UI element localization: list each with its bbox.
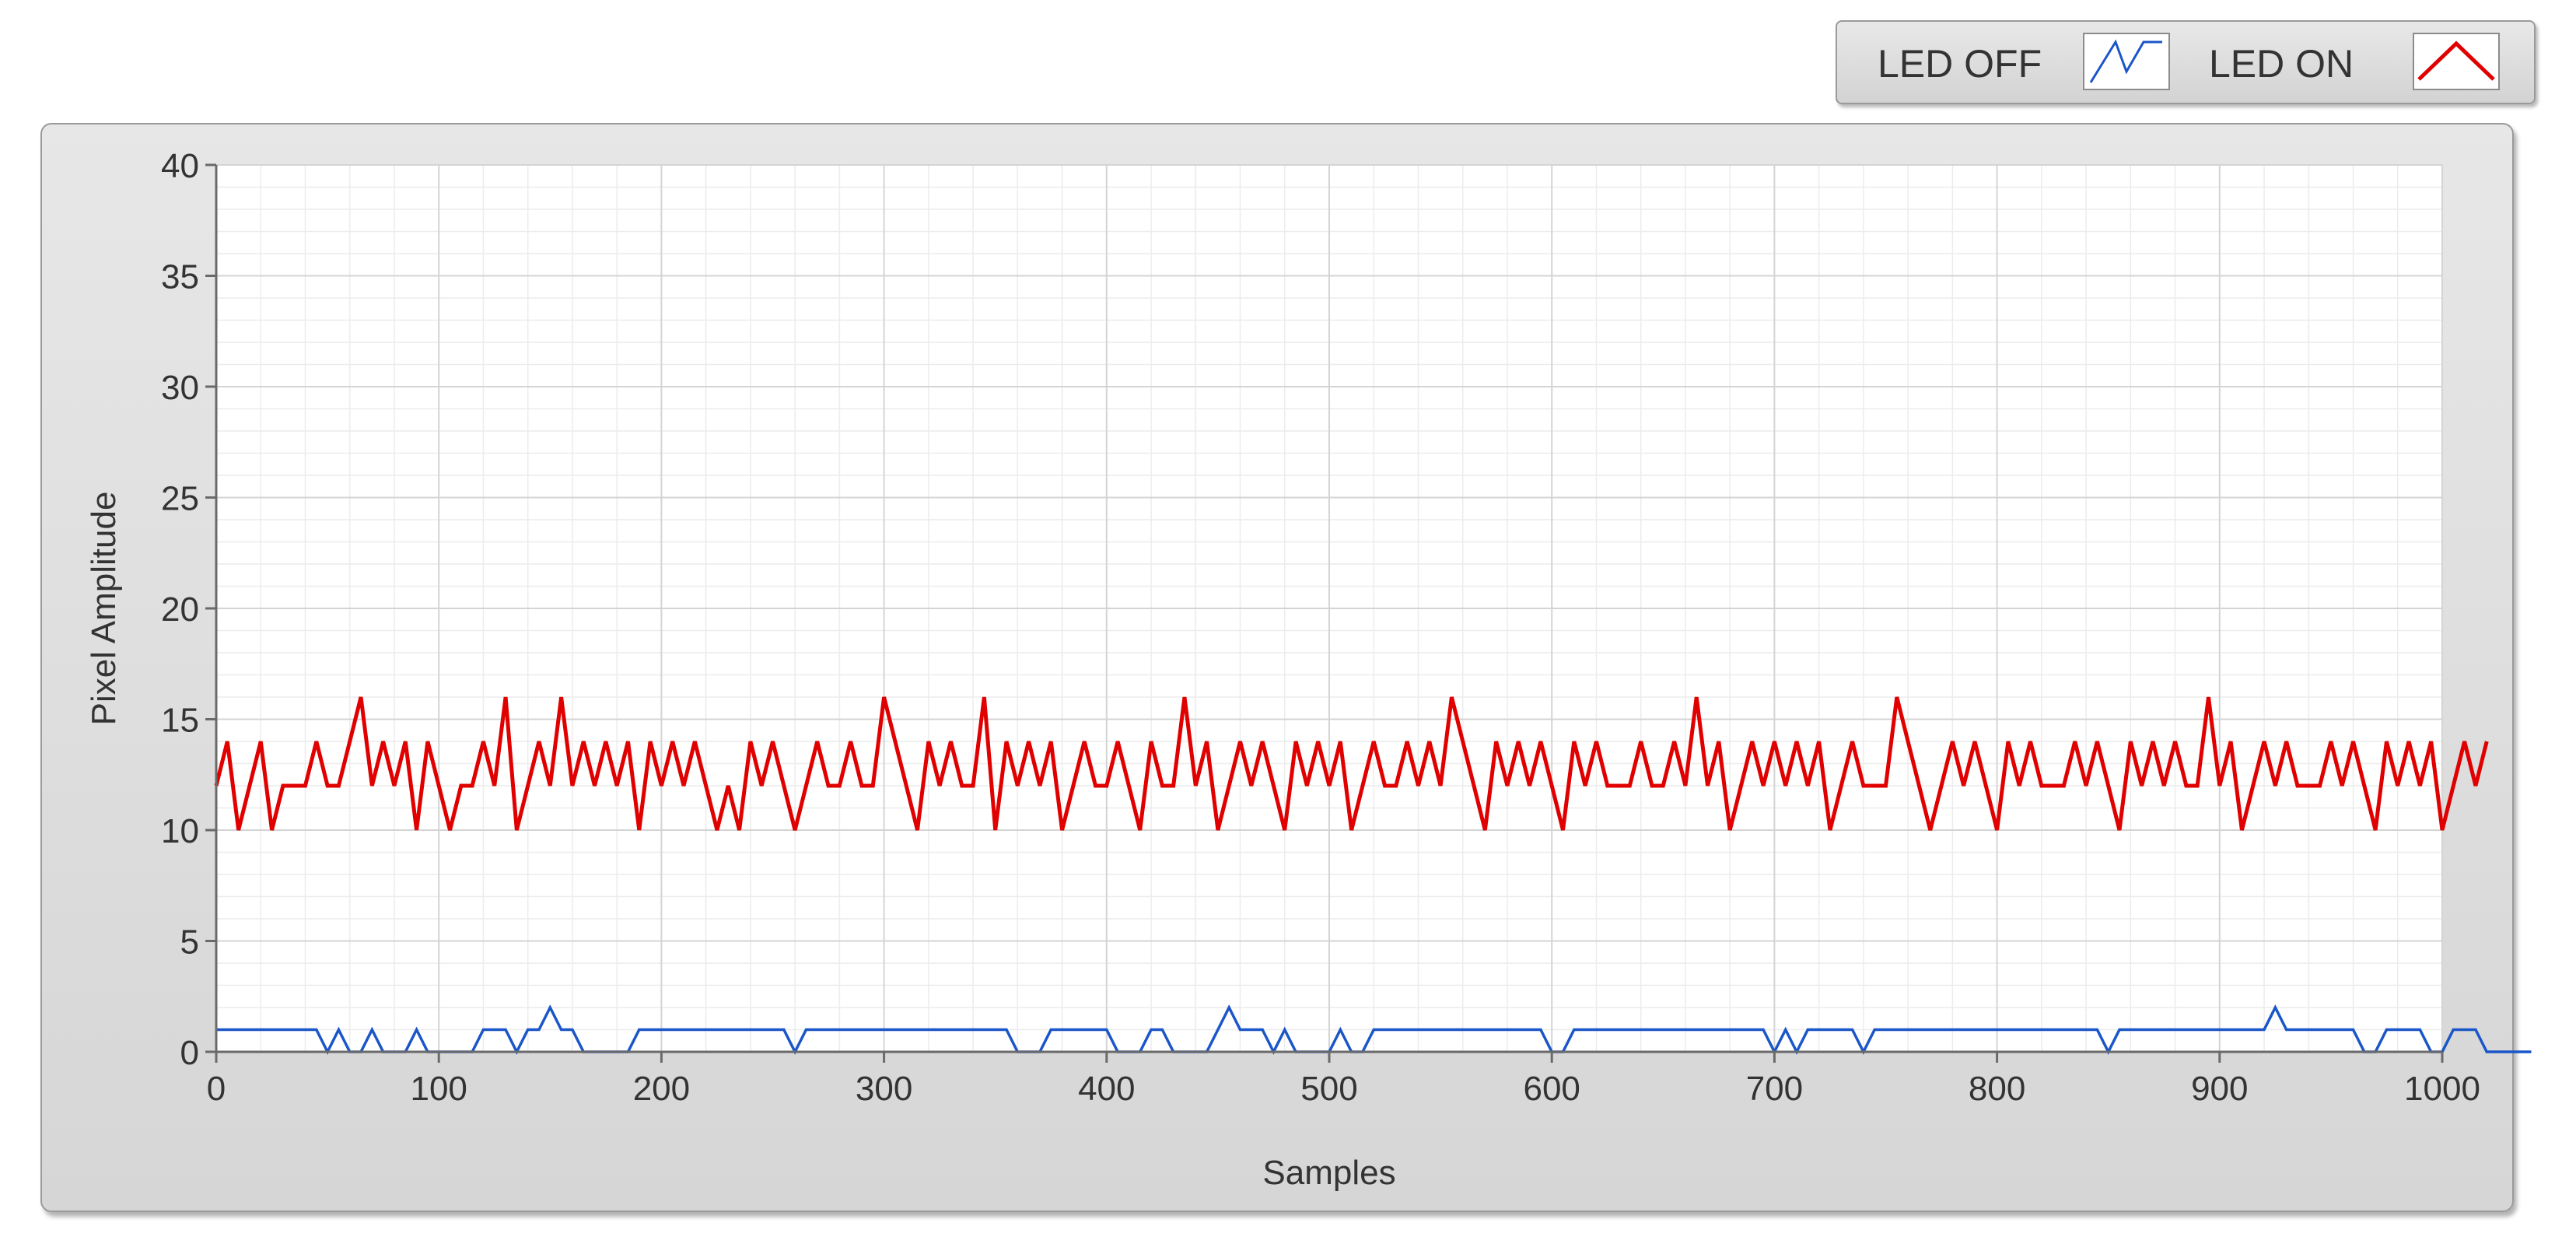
x-tick-label: 800 bbox=[1969, 1070, 2025, 1108]
x-tick-label: 600 bbox=[1523, 1070, 1580, 1108]
y-axis-title: Pixel Amplitude bbox=[85, 492, 123, 726]
x-tick-label: 100 bbox=[410, 1070, 467, 1108]
tick-labels: 0 100 200 300 400 500 600 700 800 900 1000 0 5 10 15 20… bbox=[161, 147, 2480, 1108]
y-tick-label: 35 bbox=[161, 258, 199, 296]
led-on-line-swatch-icon[interactable] bbox=[2413, 33, 2500, 90]
legend-label-led-on: LED ON bbox=[2209, 42, 2354, 86]
x-tick-label: 200 bbox=[633, 1070, 690, 1108]
y-tick-label: 25 bbox=[161, 480, 199, 518]
x-tick-label: 300 bbox=[856, 1070, 912, 1108]
x-tick-label: 400 bbox=[1078, 1070, 1135, 1108]
series-line-led-on bbox=[214, 696, 2489, 831]
y-tick-label: 0 bbox=[180, 1034, 199, 1072]
x-tick-label: 1000 bbox=[2404, 1070, 2480, 1108]
x-tick-label: 0 bbox=[207, 1070, 226, 1108]
plot-legend: LED OFF LED ON bbox=[1836, 20, 2536, 104]
y-tick-label: 10 bbox=[161, 812, 199, 850]
y-tick-label: 40 bbox=[161, 147, 199, 185]
x-tick-label: 900 bbox=[2191, 1070, 2248, 1108]
x-tick-label: 700 bbox=[1746, 1070, 1803, 1108]
y-tick-label: 15 bbox=[161, 702, 199, 740]
x-tick-label: 500 bbox=[1300, 1070, 1357, 1108]
x-axis-title: Samples bbox=[1262, 1154, 1395, 1192]
y-tick-label: 30 bbox=[161, 369, 199, 407]
y-tick-label: 20 bbox=[161, 590, 199, 629]
y-tick-label: 5 bbox=[180, 923, 199, 962]
legend-label-led-off: LED OFF bbox=[1878, 42, 2042, 86]
led-off-line-swatch-icon[interactable] bbox=[2083, 33, 2170, 90]
